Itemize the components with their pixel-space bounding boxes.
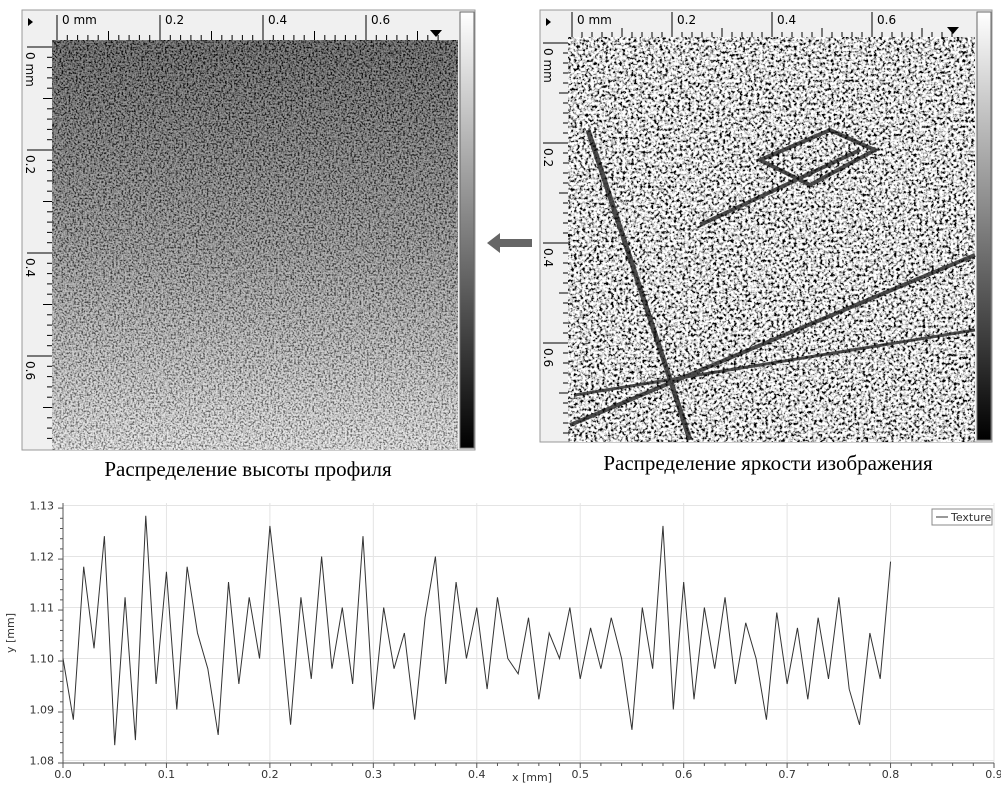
colorbar: [976, 11, 992, 441]
y-tick-label: 1.08: [30, 754, 55, 767]
x-tick-label: 0.7: [778, 768, 796, 781]
x-tick-label: 0.8: [882, 768, 900, 781]
caption: Распределение высоты профиля: [104, 457, 392, 481]
scratches: [569, 127, 976, 441]
x-tick-label: 0.5: [571, 768, 589, 781]
y-tick-label: 1.09: [30, 703, 55, 716]
height-texture: [52, 40, 458, 450]
ruler-marker: [430, 30, 442, 37]
brightness-texture: [568, 37, 975, 442]
x-tick-label: 0.6: [675, 768, 693, 781]
x-tick-label: 0.3: [365, 768, 383, 781]
ruler-label: 0.4: [268, 13, 287, 27]
ruler-label: 0 mm: [577, 13, 612, 27]
y-tick-label: 1.11: [30, 602, 55, 615]
ruler-label: 0.4: [541, 248, 555, 267]
ruler-label: 0.2: [23, 155, 37, 174]
ruler-label: 0.4: [777, 13, 796, 27]
legend-box: [931, 508, 993, 526]
y-tick-label: 1.13: [30, 500, 55, 513]
y-tick-label: 1.12: [30, 551, 55, 564]
ruler-label: 0.2: [677, 13, 696, 27]
colorbar: [459, 11, 475, 449]
ruler-label: 0 mm: [62, 13, 97, 27]
ruler-label: 0.6: [371, 13, 390, 27]
panel-right: [539, 9, 993, 443]
ruler-marker: [28, 18, 33, 26]
data-line: [62, 515, 892, 746]
x-tick-label: 0.9: [985, 768, 1001, 781]
ruler-label: 0.6: [877, 13, 896, 27]
caption: Распределение яркости изображения: [603, 451, 933, 475]
x-tick-label: 0.2: [261, 768, 279, 781]
y-tick-label: 1.10: [30, 652, 55, 665]
x-axis-label: x [mm]: [512, 771, 552, 784]
ruler-label: 0 mm: [541, 48, 555, 83]
ruler-label: 0.4: [23, 258, 37, 277]
ruler-label: 0.6: [541, 348, 555, 367]
ruler-marker: [947, 27, 959, 34]
ruler-label: 0.2: [541, 148, 555, 167]
x-tick-label: 0.4: [468, 768, 486, 781]
x-tick-label: 0.1: [158, 768, 176, 781]
arrow: [487, 233, 532, 253]
ruler-label: 0 mm: [23, 52, 37, 87]
ruler-label: 0.6: [23, 361, 37, 380]
panel-left: [21, 9, 476, 451]
y-axis-label: y [mm]: [4, 613, 17, 653]
ruler-marker: [546, 18, 551, 26]
x-tick-label: 0.0: [54, 768, 72, 781]
ruler-label: 0.2: [165, 13, 184, 27]
legend-label: Texture: [950, 511, 991, 524]
